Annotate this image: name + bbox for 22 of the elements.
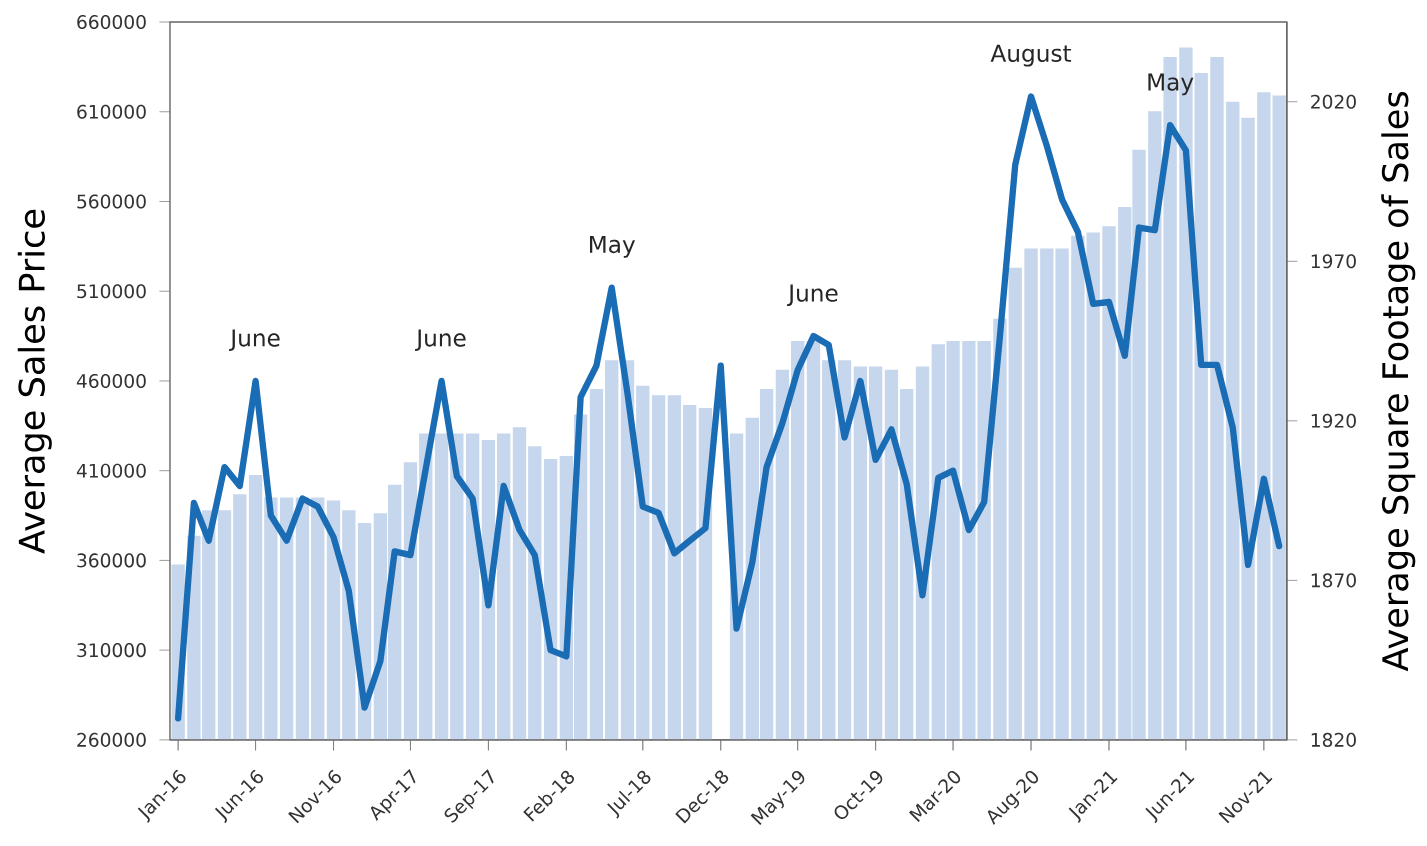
annotation: August [990, 45, 1072, 67]
y-tick-label: 610000 [77, 104, 146, 120]
annotation: May [1148, 73, 1194, 96]
annotation: May [589, 236, 636, 258]
y-tick-label: 460000 [76, 374, 146, 389]
y-tick-label: 310000 [77, 643, 146, 658]
y-tick-label: 360000 [77, 553, 146, 568]
y2-tick-label: 1870 [1311, 573, 1356, 588]
y-tick-label: 660000 [77, 15, 146, 30]
annotation: June [415, 329, 466, 352]
y2-tick-label: 2020 [1311, 94, 1356, 110]
y-tick-label: 260000 [77, 733, 146, 748]
y-tick-label: 410000 [76, 463, 146, 478]
y2-axis-title: Average Square Footage of Sales [1381, 92, 1416, 672]
annotation: June [229, 329, 280, 352]
y2-tick-label: 1820 [1311, 733, 1356, 748]
y-axis-title: Average Sales Price [17, 210, 52, 554]
y-tick-label: 510000 [77, 284, 146, 299]
y-tick-label: 560000 [77, 194, 146, 209]
annotation: June [787, 284, 838, 307]
y2-tick-label: 1970 [1311, 254, 1356, 269]
y2-tick-label: 1920 [1311, 413, 1356, 429]
